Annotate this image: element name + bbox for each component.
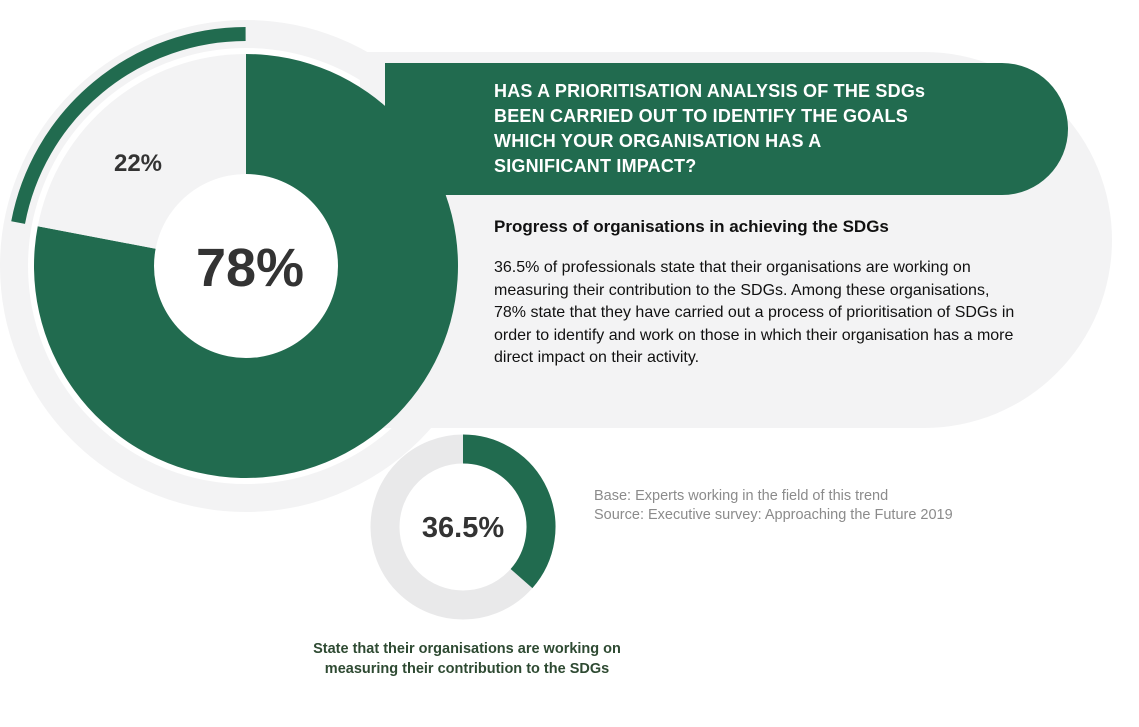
source-note: Source: Executive survey: Approaching th… xyxy=(594,507,953,523)
body-paragraph: 36.5% of professionals state that their … xyxy=(494,259,1015,366)
small-chart-caption: State that their organisations are worki… xyxy=(313,641,621,677)
outer-ring-track xyxy=(0,20,492,512)
donut-hole xyxy=(154,174,338,358)
base-note: Base: Experts working in the field of th… xyxy=(594,488,889,504)
survey-question: HAS A PRIORITISATION ANALYSIS OF THE SDG… xyxy=(494,81,926,176)
center-value-label: 78% xyxy=(196,238,304,298)
prioritisation-donut-chart: 78% 22% xyxy=(0,20,492,512)
minor-slice-label: 22% xyxy=(114,150,162,177)
outer-ring-arc xyxy=(11,27,246,224)
footnote: Base: Experts working in the field of th… xyxy=(594,487,953,525)
section-subtitle: Progress of organisations in achieving t… xyxy=(494,217,889,236)
header-banner xyxy=(385,63,1068,195)
